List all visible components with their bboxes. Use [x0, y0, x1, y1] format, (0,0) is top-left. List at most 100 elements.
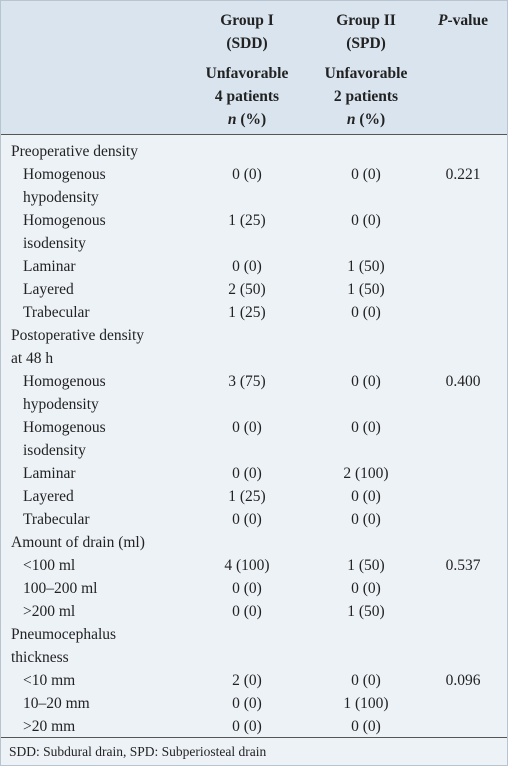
header-cell: Unfavorable 2 patients n (%)	[313, 55, 419, 135]
row-label-text: hypodensity	[23, 189, 99, 206]
row-label-text: Laminar	[23, 258, 76, 275]
section-title: Preoperative density	[11, 143, 138, 160]
row-label: Trabecular	[1, 508, 181, 531]
cell	[419, 600, 507, 623]
group1-value: 4 (100)	[224, 557, 270, 574]
group2-value: 1 (50)	[347, 603, 385, 620]
data-row: >200 ml 0 (0) 1 (50)	[1, 600, 507, 623]
header-cell	[419, 55, 507, 135]
cell	[313, 623, 419, 669]
group2-value: 1 (50)	[347, 258, 385, 275]
cell	[419, 462, 507, 485]
header-cell: Unfavorable 4 patients n (%)	[181, 55, 313, 135]
group2-value: 1 (50)	[347, 557, 385, 574]
group1-value: 1 (25)	[228, 488, 266, 505]
p-value: 0.537	[445, 557, 481, 574]
group1-value: 3 (75)	[228, 373, 266, 390]
group1-value: 0 (0)	[232, 580, 262, 597]
row-label-text: Layered	[23, 488, 74, 505]
section-title: thickness	[11, 649, 69, 666]
row-label-text: Homogenous	[23, 166, 106, 183]
data-row: Homogenous isodensity 1 (25) 0 (0)	[1, 209, 507, 255]
group2-value: 2 (100)	[343, 465, 389, 482]
header-row: Group I (SDD) Group II (SPD) P-value	[1, 1, 507, 55]
row-label: Homogenous isodensity	[1, 416, 181, 462]
row-label: Laminar	[1, 462, 181, 485]
table-header: Group I (SDD) Group II (SPD) P-value Unfavor…	[1, 1, 507, 135]
group2-value: 0 (0)	[351, 511, 381, 528]
row-label: Homogenous hypodensity	[1, 370, 181, 416]
row-label-text: Homogenous	[23, 212, 106, 229]
cell	[419, 692, 507, 715]
cell	[419, 531, 507, 554]
header-text: Group II	[336, 12, 396, 29]
group2-value: 0 (0)	[351, 373, 381, 390]
group1-value: 0 (0)	[232, 603, 262, 620]
group1-value: 0 (0)	[232, 258, 262, 275]
row-label: >20 mm	[1, 715, 181, 738]
section-row: Amount of drain (ml)	[1, 531, 507, 554]
cell	[419, 135, 507, 164]
cell	[419, 416, 507, 462]
group2-value: 0 (0)	[351, 718, 381, 735]
group2-value: 1 (100)	[343, 695, 389, 712]
row-label-text: >20 mm	[23, 718, 76, 735]
header-text: P-value	[438, 12, 488, 29]
data-row: 100–200 ml 0 (0) 0 (0)	[1, 577, 507, 600]
row-label: 100–200 ml	[1, 577, 181, 600]
row-label-text: Laminar	[23, 465, 76, 482]
header-text: (SDD)	[226, 35, 268, 52]
row-label: <10 mm	[1, 669, 181, 692]
row-label-text: hypodensity	[23, 396, 99, 413]
section-row: Postoperative density at 48 h	[1, 324, 507, 370]
data-row: Laminar 0 (0) 2 (100)	[1, 462, 507, 485]
cell	[419, 324, 507, 370]
section-label: Preoperative density	[1, 135, 181, 164]
row-label: 10–20 mm	[1, 692, 181, 715]
p-value: 0.221	[445, 166, 481, 183]
cell	[181, 531, 313, 554]
header-cell: Group II (SPD)	[313, 1, 419, 55]
header-cell: P-value	[419, 1, 507, 55]
header-cell	[1, 1, 181, 55]
row-label: Layered	[1, 485, 181, 508]
group1-value: 0 (0)	[232, 419, 262, 436]
row-label: Trabecular	[1, 301, 181, 324]
row-label-text: >200 ml	[23, 603, 76, 620]
row-label-text: Trabecular	[23, 511, 90, 528]
section-label: Pneumocephalus thickness	[1, 623, 181, 669]
section-label: Postoperative density at 48 h	[1, 324, 181, 370]
row-label: Laminar	[1, 255, 181, 278]
header-subtext: 2 patients	[333, 88, 399, 105]
group1-value: 1 (25)	[228, 304, 266, 321]
group1-value: 2 (0)	[232, 672, 262, 689]
cell	[181, 135, 313, 164]
data-row: Homogenous hypodensity 3 (75) 0 (0) 0.400	[1, 370, 507, 416]
cell	[419, 278, 507, 301]
group2-value: 1 (50)	[347, 281, 385, 298]
row-label: >200 ml	[1, 600, 181, 623]
cell	[313, 324, 419, 370]
section-row: Preoperative density	[1, 135, 507, 164]
cell	[181, 324, 313, 370]
data-row: 10–20 mm 0 (0) 1 (100)	[1, 692, 507, 715]
group1-value: 0 (0)	[232, 511, 262, 528]
header-subtext: n (%)	[346, 111, 386, 128]
group1-value: 1 (25)	[228, 212, 266, 229]
header-row: Unfavorable 4 patients n (%) Unfavorable 2 p…	[1, 55, 507, 135]
footnote: SDD: Subdural drain, SPD: Subperiosteal …	[1, 737, 507, 765]
row-label: Homogenous isodensity	[1, 209, 181, 255]
section-title: Amount of drain (ml)	[11, 534, 145, 551]
section-title: Pneumocephalus	[11, 626, 117, 643]
data-row: <10 mm 2 (0) 0 (0) 0.096	[1, 669, 507, 692]
row-label-text: Homogenous	[23, 373, 106, 390]
cell	[419, 209, 507, 255]
header-subtext: Unfavorable	[205, 65, 289, 82]
section-title: at 48 h	[11, 350, 54, 367]
row-label-text: Trabecular	[23, 304, 90, 321]
data-row: Layered 2 (50) 1 (50)	[1, 278, 507, 301]
header-subtext: 4 patients	[214, 88, 280, 105]
cell	[181, 623, 313, 669]
group2-value: 0 (0)	[351, 580, 381, 597]
